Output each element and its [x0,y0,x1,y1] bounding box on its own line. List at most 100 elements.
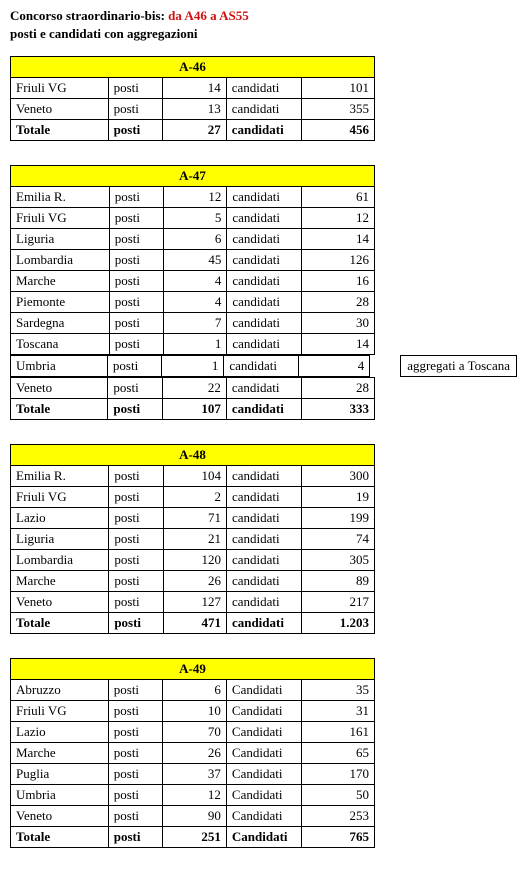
cell-posti-value: 6 [163,680,226,701]
cell-region: Puglia [11,764,109,785]
cell-region: Veneto [11,806,109,827]
cell-candidati-total: 765 [302,827,375,848]
cell-candidati-label: Candidati [226,764,301,785]
cell-candidati-label: candidati [226,120,301,141]
cell-posti-label: posti [108,764,163,785]
cell-region: Lombardia [11,550,109,571]
cell-candidati-value: 50 [302,785,375,806]
cell-region: Abruzzo [11,680,109,701]
table-header: A-46 [11,57,375,78]
cell-posti-label: posti [108,99,163,120]
data-table: A-48Emilia R.posti104candidati300Friuli … [10,444,375,634]
cell-posti-label: posti [108,743,163,764]
cell-candidati-value: 199 [301,508,374,529]
table-row: Venetoposti127candidati217 [11,592,375,613]
cell-candidati-value: 16 [302,271,375,292]
cell-posti-label: posti [109,613,164,634]
cell-posti-label: posti [108,120,163,141]
cell-posti-value: 1 [164,334,227,355]
cell-candidati-value: 101 [301,78,374,99]
cell-candidati-value: 89 [301,571,374,592]
cell-posti-label: posti [108,722,163,743]
table-row: Liguriaposti6candidati14 [11,229,375,250]
cell-candidati-value: 161 [302,722,375,743]
cell-posti-value: 71 [163,508,226,529]
cell-candidati-value: 300 [301,466,374,487]
cell-posti-value: 13 [163,99,226,120]
table-row: Liguriaposti21candidati74 [11,529,375,550]
cell-region: Liguria [11,529,109,550]
cell-candidati-label: candidati [227,187,302,208]
cell-posti-total: 27 [163,120,226,141]
cell-candidati-label: candidati [226,571,301,592]
cell-candidati-label: Candidati [226,701,301,722]
cell-total-label: Totale [11,827,109,848]
cell-posti-label: posti [109,229,164,250]
table-row: Venetoposti22candidati28 [11,378,375,399]
tables-container: A-46Friuli VGposti14candidati101Venetopo… [10,56,517,848]
page-title: Concorso straordinario-bis: da A46 a AS5… [10,8,517,24]
cell-posti-value: 26 [163,571,226,592]
cell-posti-label: posti [109,208,164,229]
cell-candidati-label: candidati [226,99,301,120]
table-row: Lazioposti70Candidati161 [11,722,375,743]
cell-region: Veneto [11,99,109,120]
cell-region: Toscana [11,334,110,355]
table-row: Pugliaposti37Candidati170 [11,764,375,785]
cell-region: Marche [11,271,110,292]
cell-candidati-label: candidati [227,334,302,355]
title-black: Concorso straordinario-bis: [10,8,165,23]
cell-posti-label: posti [109,592,164,613]
table-row: Marcheposti26Candidati65 [11,743,375,764]
cell-candidati-value: 253 [302,806,375,827]
cell-candidati-value: 355 [301,99,374,120]
cell-posti-label: posti [108,827,163,848]
table-row: Toscanaposti1candidati14 [11,334,375,355]
table-row: Umbriaposti12Candidati50 [11,785,375,806]
table-row: Friuli VGposti2candidati19 [11,487,375,508]
cell-posti-value: 10 [163,701,226,722]
cell-candidati-value: 14 [302,334,375,355]
cell-candidati-label: candidati [226,399,301,420]
cell-posti-label: posti [108,701,163,722]
cell-region: Lombardia [11,250,110,271]
cell-posti-label: posti [109,466,164,487]
cell-total-label: Totale [11,613,109,634]
table-header: A-49 [11,659,375,680]
table-row: Emilia R.posti12candidati61 [11,187,375,208]
cell-candidati-label: candidati [226,550,301,571]
cell-region: Sardegna [11,313,110,334]
table-header: A-47 [11,166,375,187]
cell-posti-value: 5 [164,208,227,229]
cell-candidati-label: candidati [226,508,301,529]
cell-region: Liguria [11,229,110,250]
table-block: A-48Emilia R.posti104candidati300Friuli … [10,444,517,634]
cell-candidati-total: 333 [301,399,374,420]
cell-posti-label: posti [107,356,161,377]
cell-candidati-value: 12 [302,208,375,229]
page-subtitle: posti e candidati con aggregazioni [10,26,517,42]
title-red: da A46 a AS55 [168,8,249,23]
cell-region: Umbria [11,356,108,377]
cell-candidati-value: 61 [302,187,375,208]
cell-posti-label: posti [109,250,164,271]
data-table: A-47Emilia R.posti12candidati61Friuli VG… [10,165,375,355]
cell-candidati-label: candidati [226,78,301,99]
table-row: Marcheposti4candidati16 [11,271,375,292]
cell-region: Lazio [11,722,109,743]
cell-region: Marche [11,743,109,764]
table-row: Umbriaposti1candidati4 [11,356,370,377]
cell-posti-label: posti [109,550,164,571]
table-row: Lazioposti71candidati199 [11,508,375,529]
cell-posti-value: 6 [164,229,227,250]
cell-candidati-label: candidati [227,271,302,292]
cell-candidati-value: 170 [302,764,375,785]
cell-posti-label: posti [108,378,163,399]
cell-posti-label: posti [108,785,163,806]
cell-candidati-label: Candidati [226,806,301,827]
data-table: A-49Abruzzoposti6Candidati35Friuli VGpos… [10,658,375,848]
cell-posti-label: posti [109,571,164,592]
cell-posti-value: 7 [164,313,227,334]
cell-posti-value: 12 [163,785,226,806]
cell-candidati-value: 305 [301,550,374,571]
